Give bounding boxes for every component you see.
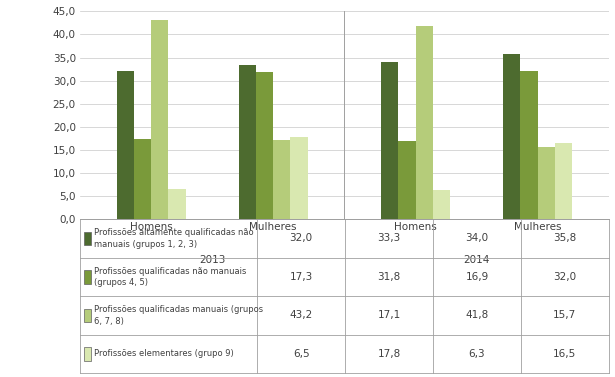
Text: 2013: 2013: [199, 255, 225, 265]
Bar: [520, 71, 538, 219]
Bar: [84, 270, 90, 284]
Bar: [416, 26, 433, 219]
Text: 32,0: 32,0: [290, 233, 312, 244]
Text: 17,3: 17,3: [290, 272, 312, 282]
Bar: [399, 141, 416, 219]
Bar: [84, 347, 90, 361]
Text: 31,8: 31,8: [378, 272, 400, 282]
Text: 43,2: 43,2: [290, 311, 312, 320]
Bar: [117, 71, 134, 219]
Text: 35,8: 35,8: [554, 233, 576, 244]
Text: Profissões elementares (grupo 9): Profissões elementares (grupo 9): [93, 349, 234, 359]
Text: 16,5: 16,5: [554, 349, 576, 359]
Text: 6,3: 6,3: [469, 349, 485, 359]
Text: Profissões altamente qualificadas não
manuais (grupos 1, 2, 3): Profissões altamente qualificadas não ma…: [93, 228, 253, 248]
Text: 34,0: 34,0: [466, 233, 488, 244]
Bar: [433, 190, 450, 219]
Text: 32,0: 32,0: [554, 272, 576, 282]
Bar: [134, 139, 151, 219]
Text: 16,9: 16,9: [466, 272, 488, 282]
Bar: [169, 189, 186, 219]
Bar: [256, 72, 273, 219]
Bar: [151, 20, 169, 219]
Text: Profissões qualificadas manuais (grupos
6, 7, 8): Profissões qualificadas manuais (grupos …: [93, 305, 263, 325]
Text: 6,5: 6,5: [293, 349, 309, 359]
Bar: [555, 143, 572, 219]
Bar: [290, 137, 308, 219]
Bar: [273, 140, 290, 219]
Text: Profissões qualificadas não manuais
(grupos 4, 5): Profissões qualificadas não manuais (gru…: [93, 267, 246, 287]
Bar: [84, 232, 90, 245]
Text: 33,3: 33,3: [378, 233, 400, 244]
Text: 41,8: 41,8: [466, 311, 488, 320]
Bar: [84, 309, 90, 322]
Bar: [381, 62, 399, 219]
Text: 2014: 2014: [464, 255, 490, 265]
Text: 15,7: 15,7: [554, 311, 576, 320]
Bar: [239, 65, 256, 219]
Text: 17,8: 17,8: [378, 349, 400, 359]
Text: 17,1: 17,1: [378, 311, 400, 320]
Bar: [503, 54, 520, 219]
Bar: [538, 147, 555, 219]
